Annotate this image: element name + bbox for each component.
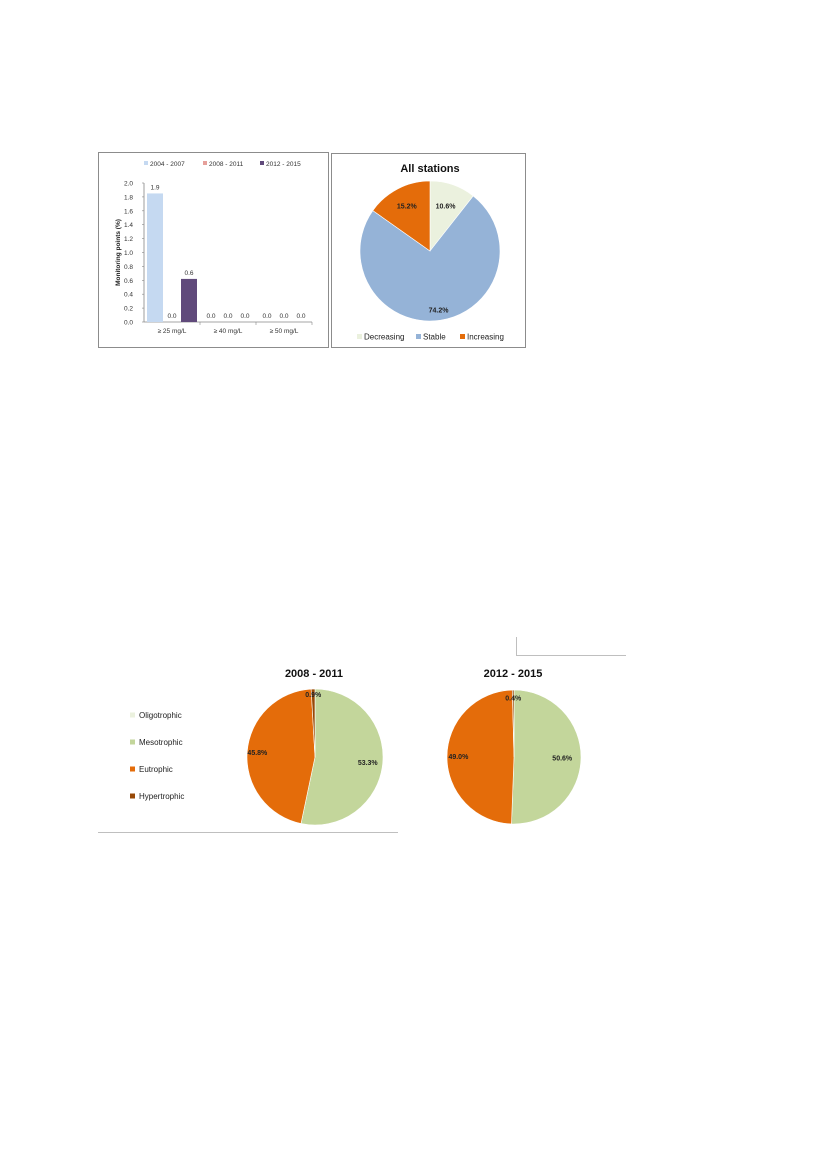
legend-swatch-2008-2011 [203,161,207,165]
legend-label-decreasing: Decreasing [364,333,404,342]
y-tick-label: 0.4 [124,292,133,299]
y-tick-label: 1.2 [124,236,133,243]
y-tick-label: 0.6 [124,278,133,285]
legend-swatch-hypertrophic [130,793,135,799]
pie-label-mesotrophic-1: 53.3% [358,760,379,767]
bar-2004-2007-1 [147,193,163,322]
data-label: 0.0 [167,313,176,320]
pie-slice-increasing-0 [372,180,431,252]
separator-line [98,832,398,833]
separator-line [516,637,517,656]
pie-slice-eutrophic-2 [446,689,515,825]
pie-label-decreasing-0: 10.6% [436,204,457,211]
pie-label-increasing-0: 15.2% [397,204,418,211]
data-label: 0.6 [184,270,193,277]
pie-label-hypertrophic-2: 0.4% [505,696,522,703]
chart-title: 2012 - 2015 [484,668,543,680]
separator-line [516,655,626,656]
all-stations-pie-chart: All stations 10.6% 74.2% 15.2% Decreasing Sta… [357,163,504,342]
legend-swatch-increasing [460,334,465,339]
legend-swatch-decreasing [357,334,362,339]
pie-slice-hypertrophic-1 [310,688,316,758]
data-label: 0.0 [279,313,288,320]
legend-label-stable: Stable [423,333,446,342]
data-label: 0.0 [262,313,271,320]
chart-title: All stations [400,163,459,175]
bar-chart-panel: 2004 - 2007 2008 - 2011 2012 - 2015 0.0 0.2 0… [98,152,329,348]
legend-label-oligotrophic: Oligotrophic [139,711,182,720]
pie-slice-hypertrophic-2 [512,689,515,758]
x-tick-label: ≥ 50 mg/L [270,328,299,335]
pie-label-eutrophic-1: 45.8% [247,750,268,757]
pie-label-hypertrophic-1: 0.9% [305,692,322,699]
legend-label-eutrophic: Eutrophic [139,765,173,774]
legend-label-mesotrophic: Mesotrophic [139,738,183,747]
legend-label-increasing: Increasing [467,333,504,342]
data-label: 0.0 [296,313,305,320]
x-tick-label: ≥ 40 mg/L [214,328,243,335]
data-label: 1.9 [150,184,159,191]
y-tick-label: 2.0 [124,181,133,188]
legend-swatch-eutrophic [130,766,135,772]
legend-swatch-2004-2007 [144,161,148,165]
y-tick-label: 1.4 [124,222,133,229]
y-tick-label: 0.0 [124,320,133,327]
legend-label-hypertrophic: Hypertrophic [139,792,184,801]
pie-label-eutrophic-2: 49.0% [448,754,469,761]
legend-swatch-oligotrophic [130,712,135,718]
pie-label-mesotrophic-2: 50.6% [552,755,573,762]
y-tick-label: 1.6 [124,208,133,215]
y-axis-label: Monitoring points (%) [115,219,122,286]
y-tick-label: 0.2 [124,306,133,313]
legend-label-2004-2007: 2004 - 2007 [150,161,185,168]
all-stations-pie-panel: All stations 10.6% 74.2% 15.2% Decreasing Sta… [331,153,526,348]
bar-2012-2015-1 [181,278,197,322]
data-label: 0.0 [223,313,232,320]
legend-swatch-stable [416,334,421,339]
legend-swatch-2012-2015 [260,161,264,165]
legend-label-2008-2011: 2008 - 2011 [209,161,244,168]
data-label: 0.0 [240,313,249,320]
x-tick-label: ≥ 25 mg/L [158,328,187,335]
data-label: 0.0 [206,313,215,320]
y-tick-label: 1.8 [124,194,133,201]
bar-chart: 2004 - 2007 2008 - 2011 2012 - 2015 0.0 0.2 0… [115,161,313,335]
y-tick-label: 0.8 [124,264,133,271]
pie-slice-eutrophic-1 [246,688,316,824]
legend-label-2012-2015: 2012 - 2015 [266,161,301,168]
chart-title: 2008 - 2011 [285,668,343,680]
pie-slice-stable-0 [359,195,501,322]
pie-slice-mesotrophic-1 [300,688,384,826]
pie-label-stable-0: 74.2% [429,307,450,314]
y-tick-label: 1.0 [124,250,133,257]
legend-swatch-mesotrophic [130,739,135,745]
pie-slice-mesotrophic-2 [511,689,582,825]
